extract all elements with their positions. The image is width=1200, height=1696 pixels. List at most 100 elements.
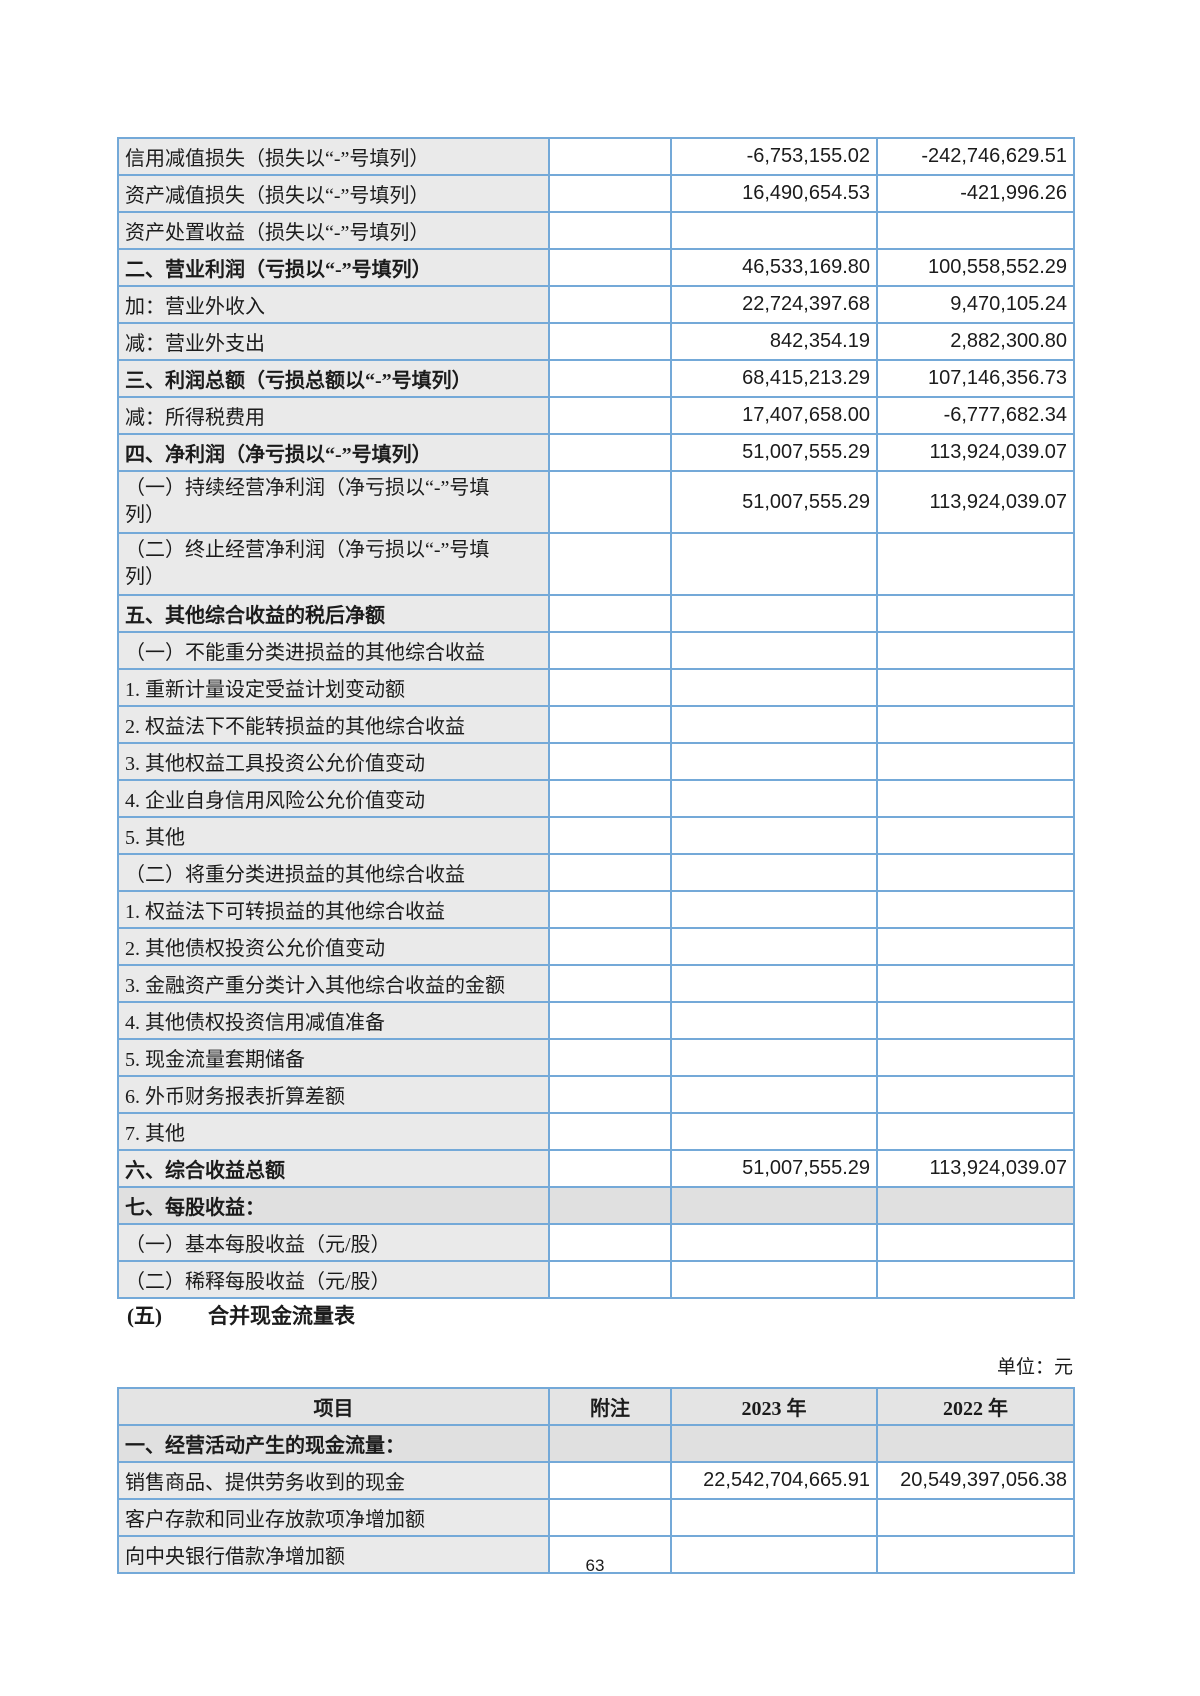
table-row: 加：营业外收入 22,724,397.68 9,470,105.24: [117, 285, 1075, 324]
unit-label: 单位：元: [996, 1357, 1073, 1378]
income-table-body: 信用减值损失（损失以“-”号填列） -6,753,155.02 -242,746,6…: [117, 137, 1075, 1299]
value-2023-cell: [670, 964, 878, 1003]
value-2023-cell: 16,490,654.53: [670, 174, 878, 213]
note-cell: [548, 211, 672, 250]
note-cell: [548, 322, 672, 361]
row-label-cell: 二、营业利润（亏损以“-”号填列）: [117, 248, 550, 287]
row-label-cell: 向中央银行借款净增加额: [117, 1535, 550, 1574]
value-2022-cell: [876, 890, 1075, 929]
table-row: 三、利润总额（亏损总额以“-”号填列） 68,415,213.29 107,146,…: [117, 359, 1075, 398]
value-2022-cell: [876, 1498, 1075, 1537]
row-label-cell: 4. 其他债权投资信用减值准备: [117, 1001, 550, 1040]
table-row: 3. 金融资产重分类计入其他综合收益的金额: [117, 964, 1075, 1003]
row-label-cell: 三、利润总额（亏损总额以“-”号填列）: [117, 359, 550, 398]
value-2023-cell: [670, 705, 878, 744]
table-row: （二）稀释每股收益（元/股）: [117, 1260, 1075, 1299]
value-2023-cell: [670, 1112, 878, 1151]
value-2022-cell: [876, 816, 1075, 855]
value-2022-cell: [876, 742, 1075, 781]
row-label-cell: （二）稀释每股收益（元/股）: [117, 1260, 550, 1299]
table-row: 1. 权益法下可转损益的其他综合收益: [117, 890, 1075, 929]
value-2023-cell: [670, 1075, 878, 1114]
table-row: 2. 其他债权投资公允价值变动: [117, 927, 1075, 966]
note-cell: [548, 594, 672, 633]
row-label-cell: （一）不能重分类进损益的其他综合收益: [117, 631, 550, 670]
value-2022-cell: [876, 1260, 1075, 1299]
value-2023-cell: [670, 1223, 878, 1262]
value-2022-cell: [876, 668, 1075, 707]
table-row: 向中央银行借款净增加额: [117, 1535, 1075, 1574]
value-2023-cell: 68,415,213.29: [670, 359, 878, 398]
table-row: （一）基本每股收益（元/股）: [117, 1223, 1075, 1262]
table-row: 销售商品、提供劳务收到的现金 22,542,704,665.91 20,549,39…: [117, 1461, 1075, 1500]
table-row: （二）终止经营净利润（净亏损以“-”号填 列）: [117, 532, 1075, 596]
table-row: （一）不能重分类进损益的其他综合收益: [117, 631, 1075, 670]
row-label-cell: 6. 外币财务报表折算差额: [117, 1075, 550, 1114]
note-cell: [548, 285, 672, 324]
note-cell: [548, 927, 672, 966]
value-2023-cell: [670, 1186, 878, 1225]
note-cell: [548, 532, 672, 596]
value-2022-cell: [876, 631, 1075, 670]
value-2022-cell: [876, 1001, 1075, 1040]
income-statement-table: 信用减值损失（损失以“-”号填列） -6,753,155.02 -242,746,6…: [117, 137, 1075, 1299]
table-row: 7. 其他: [117, 1112, 1075, 1151]
table-row: 信用减值损失（损失以“-”号填列） -6,753,155.02 -242,746,6…: [117, 137, 1075, 176]
value-2023-cell: [670, 532, 878, 596]
table-row: 5. 其他: [117, 816, 1075, 855]
row-label-cell: 2. 权益法下不能转损益的其他综合收益: [117, 705, 550, 744]
row-label-cell: 销售商品、提供劳务收到的现金: [117, 1461, 550, 1500]
table-row: 资产处置收益（损失以“-”号填列）: [117, 211, 1075, 250]
value-2022-cell: [876, 705, 1075, 744]
row-label-cell: 六、综合收益总额: [117, 1149, 550, 1188]
note-cell: [548, 779, 672, 818]
row-label-cell: 3. 金融资产重分类计入其他综合收益的金额: [117, 964, 550, 1003]
value-2022-cell: [876, 1186, 1075, 1225]
value-2022-cell: [876, 779, 1075, 818]
value-2023-cell: [670, 668, 878, 707]
section-heading: (五) 合并现金流量表: [127, 1300, 355, 1330]
section-marker: (五): [127, 1304, 162, 1328]
table-row: 3. 其他权益工具投资公允价值变动: [117, 742, 1075, 781]
value-2022-cell: 113,924,039.07: [876, 433, 1075, 472]
note-cell: [548, 1149, 672, 1188]
value-2023-cell: 842,354.19: [670, 322, 878, 361]
row-label-cell: 信用减值损失（损失以“-”号填列）: [117, 137, 550, 176]
value-2023-cell: [670, 1001, 878, 1040]
note-cell: [548, 1424, 672, 1463]
table-row: 5. 现金流量套期储备: [117, 1038, 1075, 1077]
value-2022-cell: [876, 1038, 1075, 1077]
note-cell: [548, 853, 672, 892]
value-2023-cell: 51,007,555.29: [670, 470, 878, 534]
value-2022-cell: [876, 927, 1075, 966]
value-2022-cell: 100,558,552.29: [876, 248, 1075, 287]
table-row: 4. 企业自身信用风险公允价值变动: [117, 779, 1075, 818]
value-2023-cell: 51,007,555.29: [670, 433, 878, 472]
value-2023-cell: [670, 779, 878, 818]
note-cell: [548, 1535, 672, 1574]
row-label-cell: （一）基本每股收益（元/股）: [117, 1223, 550, 1262]
note-cell: [548, 705, 672, 744]
table-row: 2. 权益法下不能转损益的其他综合收益: [117, 705, 1075, 744]
table-row: 客户存款和同业存放款项净增加额: [117, 1498, 1075, 1537]
value-2022-cell: 113,924,039.07: [876, 1149, 1075, 1188]
note-cell: [548, 359, 672, 398]
value-2022-cell: 107,146,356.73: [876, 359, 1075, 398]
value-2023-cell: 46,533,169.80: [670, 248, 878, 287]
note-cell: [548, 174, 672, 213]
note-cell: [548, 1075, 672, 1114]
value-2023-cell: [670, 594, 878, 633]
note-cell: [548, 631, 672, 670]
value-2023-cell: 22,542,704,665.91: [670, 1461, 878, 1500]
value-2023-cell: [670, 1535, 878, 1574]
note-cell: [548, 1112, 672, 1151]
page-number: 63: [585, 1556, 605, 1575]
table-row: 资产减值损失（损失以“-”号填列） 16,490,654.53 -421,996.2…: [117, 174, 1075, 213]
value-2023-cell: -6,753,155.02: [670, 137, 878, 176]
table-row: 七、每股收益：: [117, 1186, 1075, 1225]
value-2023-cell: [670, 816, 878, 855]
row-label-cell: 资产减值损失（损失以“-”号填列）: [117, 174, 550, 213]
value-2023-cell: [670, 631, 878, 670]
value-2023-cell: [670, 1498, 878, 1537]
header-item: 项目: [117, 1387, 550, 1426]
